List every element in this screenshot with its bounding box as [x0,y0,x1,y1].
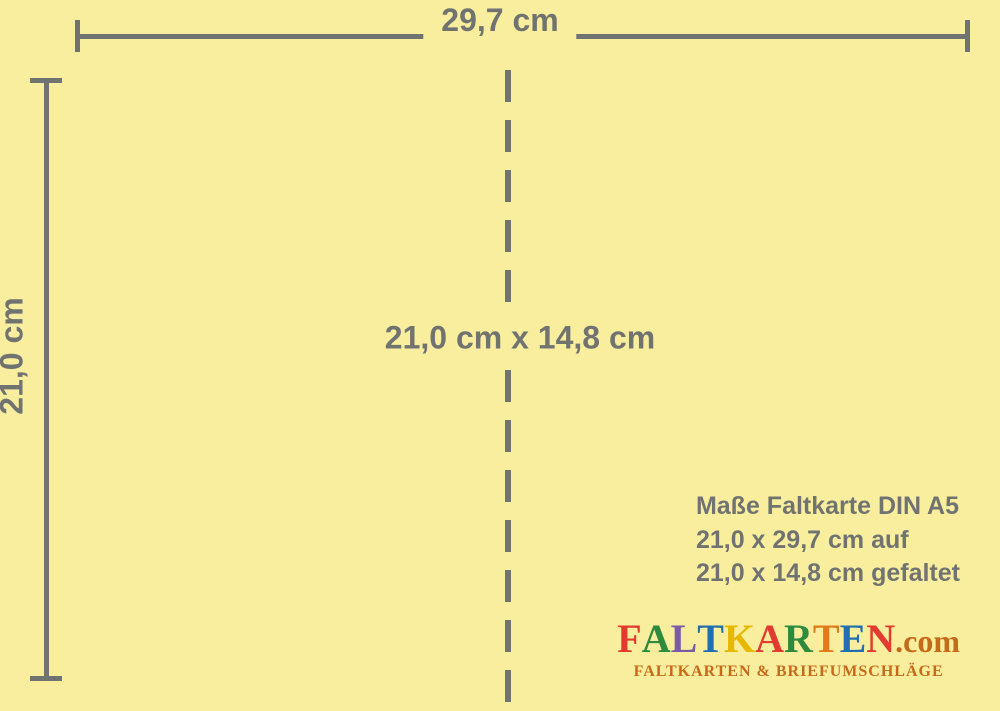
brand-logo: FALTKARTEN.com FALTKARTEN & BRIEFUMSCHLÄ… [617,619,960,681]
logo-letter: R [784,619,813,659]
fold-dash [505,620,511,652]
logo-text: FALTKARTEN.com [617,619,960,659]
logo-letter: F [617,619,641,659]
fold-dash [505,470,511,502]
logo-letter: K [724,619,755,659]
fold-dash [505,120,511,152]
logo-suffix: .com [895,625,960,657]
logo-letter: A [755,619,784,659]
fold-dash [505,170,511,202]
width-label: 29,7 cm [423,2,576,39]
fold-dash [505,570,511,602]
logo-letter: N [866,619,895,659]
height-label: 21,0 cm [0,279,31,432]
fold-dash [505,670,511,702]
fold-line [505,70,511,681]
logo-letter: A [642,619,671,659]
logo-letter: T [813,619,840,659]
fold-dash [505,520,511,552]
height-ruler-tick-bottom [30,676,62,681]
width-ruler-tick-right [965,20,970,52]
folded-size-label: 21,0 cm x 14,8 cm [371,312,669,365]
logo-letter: T [697,619,724,659]
fold-dash [505,370,511,402]
logo-letter: E [840,619,867,659]
fold-dash [505,270,511,302]
height-ruler [30,78,62,681]
fold-dash [505,70,511,102]
info-line-3: 21,0 x 14,8 cm gefaltet [696,557,960,591]
info-line-2: 21,0 x 29,7 cm auf [696,524,960,558]
dimensions-info: Maße Faltkarte DIN A5 21,0 x 29,7 cm auf… [696,490,960,591]
height-ruler-line [44,78,49,681]
fold-dash [505,420,511,452]
fold-dash [505,220,511,252]
logo-tagline: FALTKARTEN & BRIEFUMSCHLÄGE [617,663,960,681]
info-line-1: Maße Faltkarte DIN A5 [696,490,960,524]
logo-letter: L [671,619,698,659]
